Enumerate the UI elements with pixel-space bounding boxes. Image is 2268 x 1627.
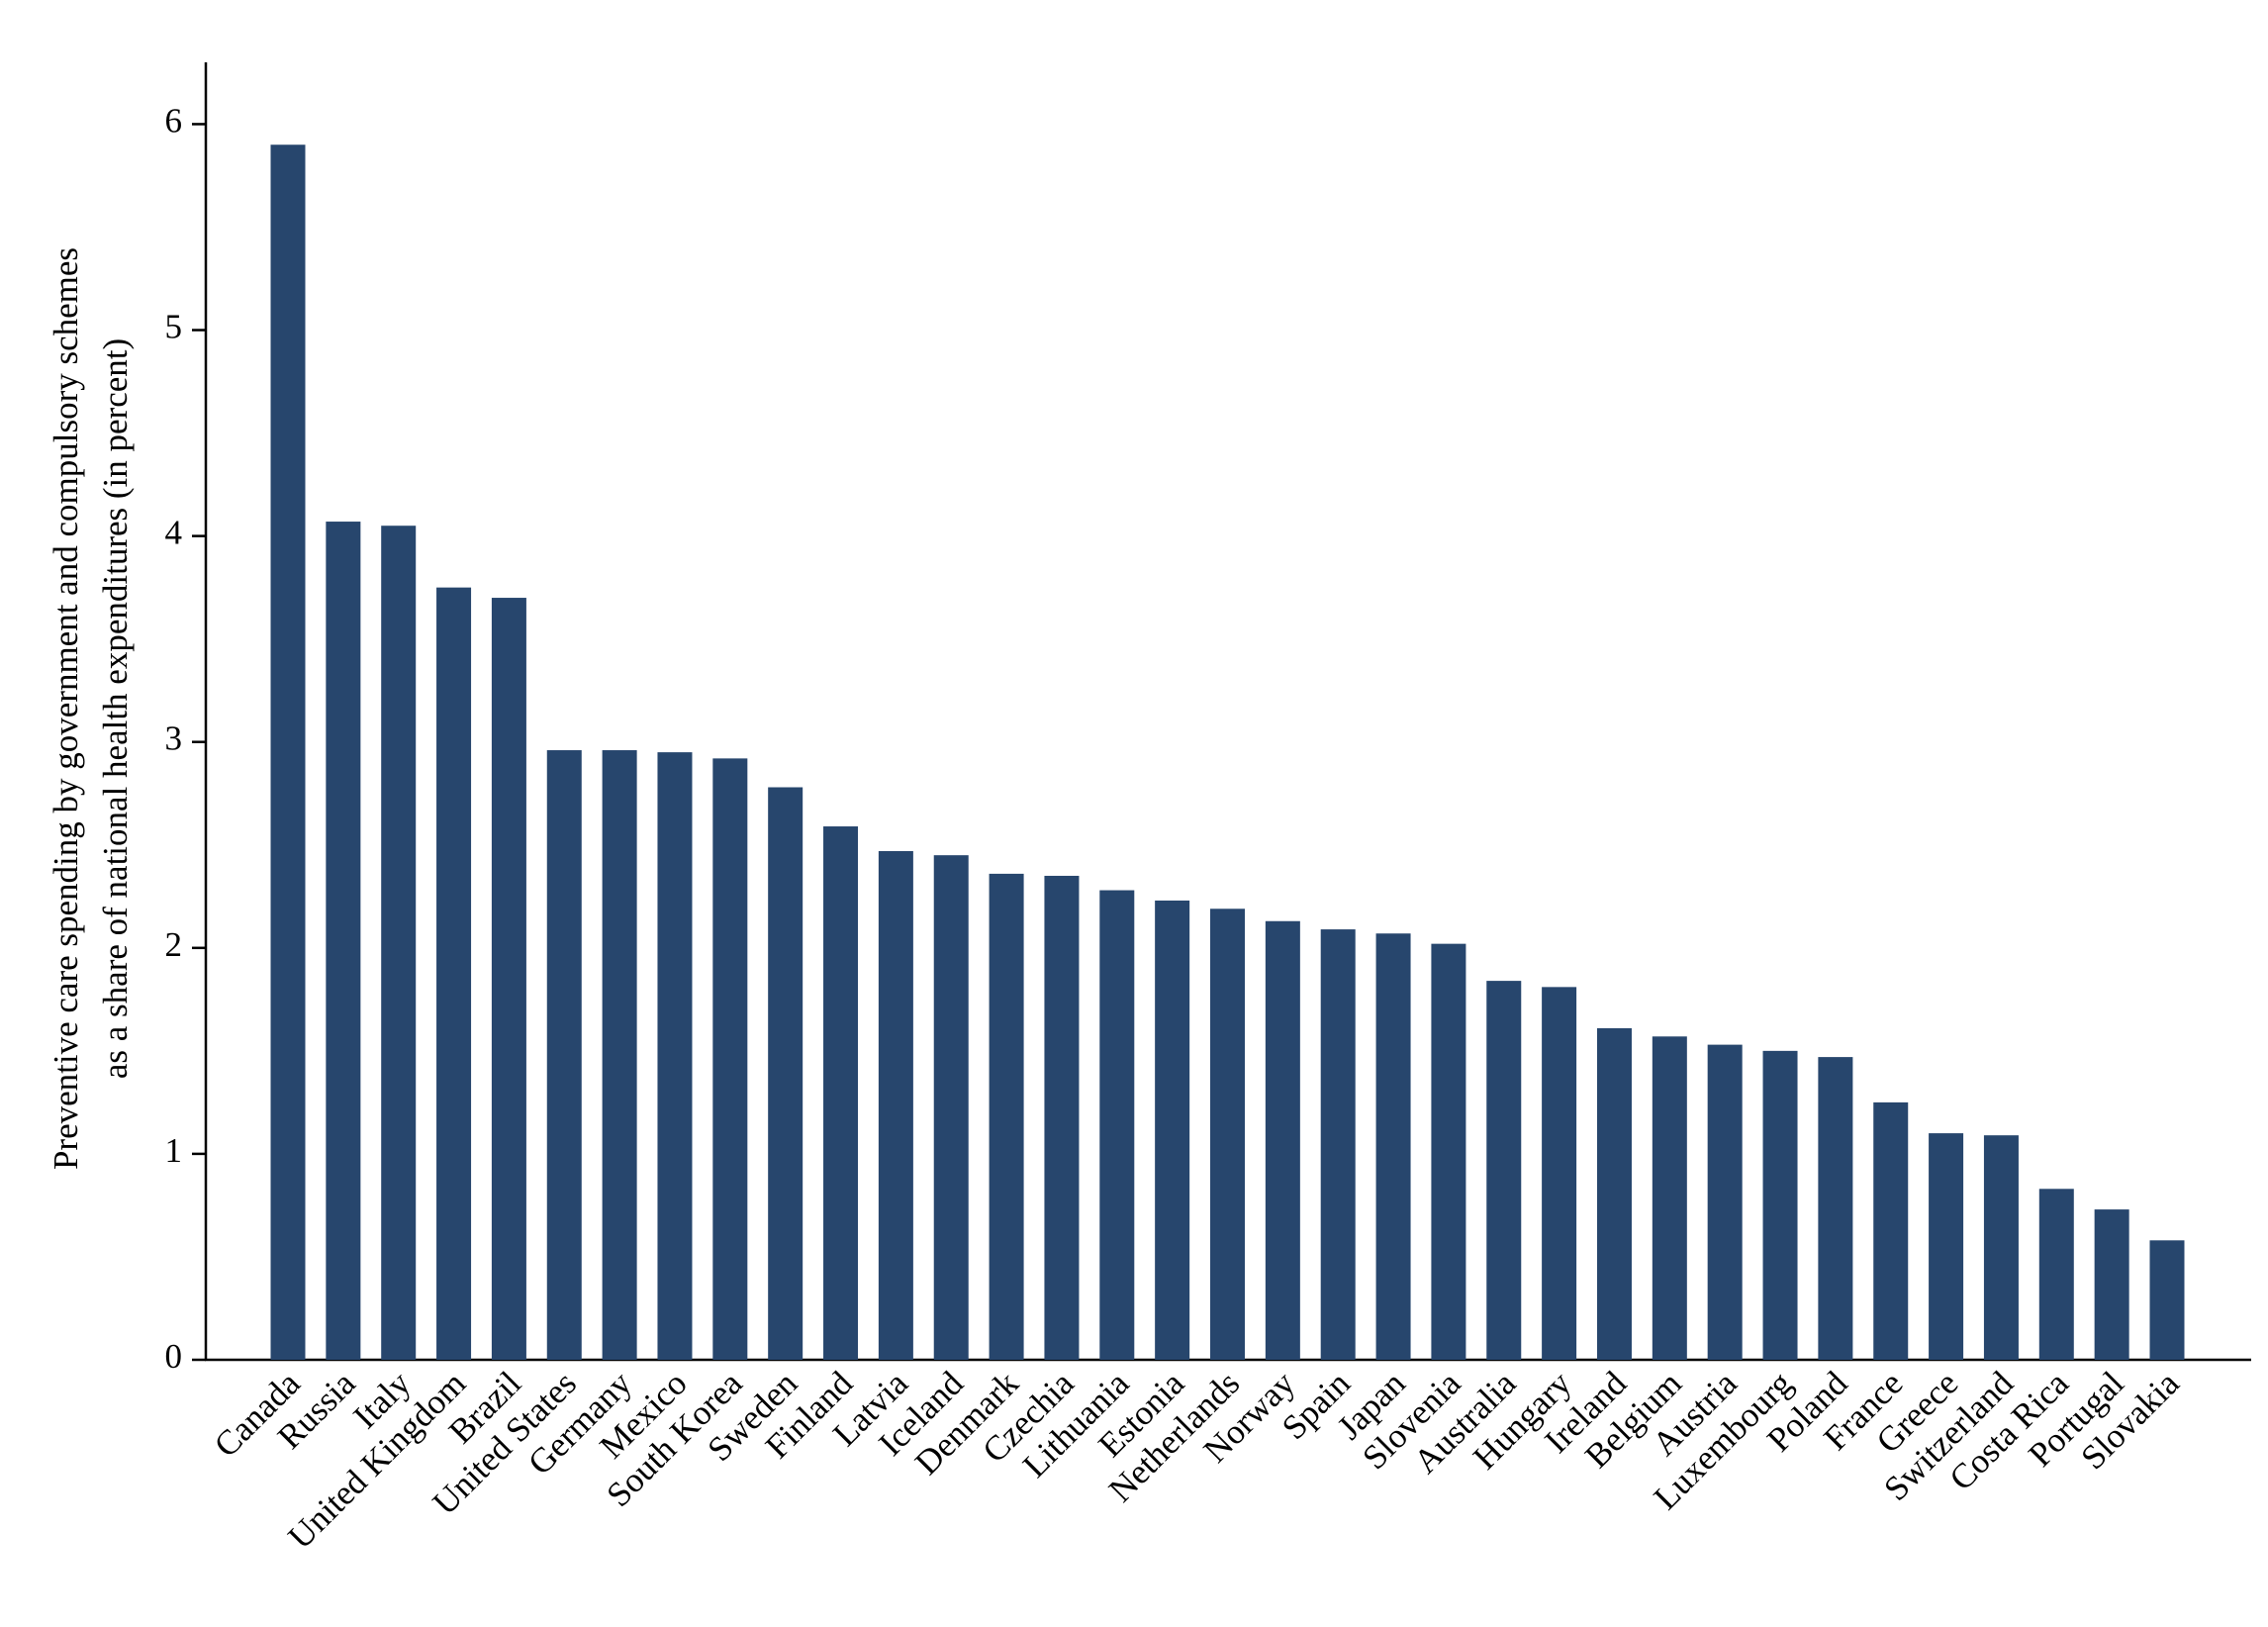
bar bbox=[326, 522, 361, 1360]
bar bbox=[878, 851, 913, 1360]
bar bbox=[1707, 1044, 1743, 1360]
bar bbox=[1486, 981, 1522, 1360]
y-tick-label: 0 bbox=[165, 1337, 183, 1376]
bar bbox=[2149, 1240, 2185, 1360]
y-tick-label: 5 bbox=[165, 308, 183, 346]
bar bbox=[1320, 929, 1356, 1360]
bar bbox=[933, 855, 969, 1360]
bar bbox=[602, 750, 637, 1360]
bar bbox=[768, 787, 803, 1360]
bar bbox=[491, 598, 526, 1360]
bar bbox=[1210, 909, 1245, 1360]
bar bbox=[1762, 1050, 1798, 1360]
bar bbox=[381, 526, 417, 1360]
bar bbox=[1983, 1135, 2019, 1360]
bar bbox=[1818, 1057, 1853, 1360]
bar bbox=[1652, 1036, 1687, 1360]
y-tick-label: 2 bbox=[165, 925, 183, 964]
y-tick-label: 4 bbox=[165, 514, 183, 552]
bar bbox=[270, 144, 306, 1361]
bar bbox=[712, 758, 748, 1360]
bar bbox=[436, 587, 472, 1360]
bar bbox=[1596, 1027, 1632, 1360]
bar bbox=[1044, 875, 1080, 1360]
bar bbox=[2038, 1189, 2074, 1360]
bar bbox=[657, 752, 693, 1360]
bar bbox=[1375, 933, 1411, 1360]
y-tick-label: 1 bbox=[165, 1131, 183, 1170]
y-tick-label: 3 bbox=[165, 719, 183, 758]
y-tick-label: 6 bbox=[165, 101, 183, 140]
y-axis-title: Preventive care spending by government a… bbox=[47, 247, 135, 1170]
bar bbox=[546, 750, 582, 1360]
bar bbox=[1431, 943, 1466, 1360]
y-axis-title-line: as a share of national health expenditur… bbox=[96, 338, 135, 1079]
bar bbox=[1873, 1101, 1909, 1360]
bar bbox=[1542, 987, 1577, 1360]
bar bbox=[2094, 1209, 2129, 1360]
bar bbox=[1155, 900, 1190, 1360]
bar bbox=[1929, 1133, 1964, 1360]
bar bbox=[1099, 890, 1135, 1360]
bar bbox=[989, 873, 1024, 1360]
y-axis-title-line: Preventive care spending by government a… bbox=[47, 247, 85, 1170]
bar bbox=[1265, 920, 1300, 1360]
bar bbox=[823, 826, 859, 1360]
